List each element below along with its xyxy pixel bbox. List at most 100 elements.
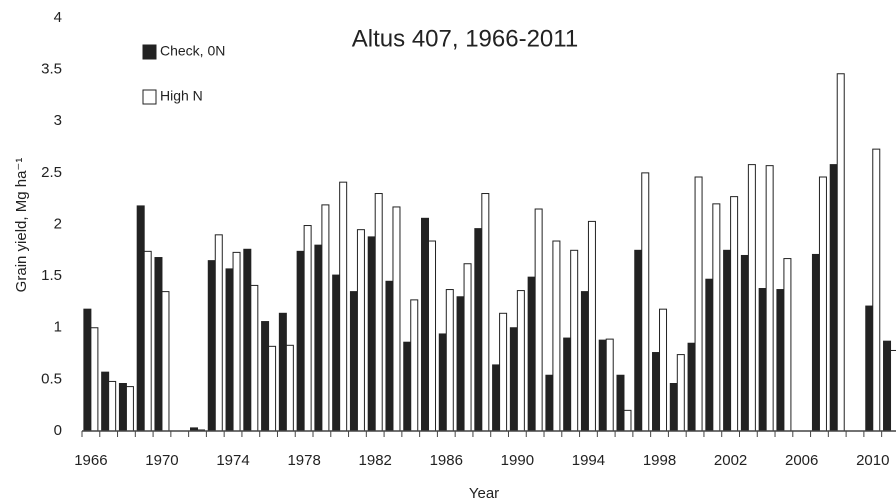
- bar: [765, 165, 774, 432]
- bar: [783, 258, 792, 432]
- bar: [730, 196, 739, 432]
- bar: [207, 260, 216, 432]
- bar: [332, 274, 341, 432]
- legend-label: Check, 0N: [160, 43, 225, 59]
- bar: [285, 344, 294, 432]
- bar: [872, 148, 881, 432]
- y-tick-label: 2.5: [41, 164, 62, 181]
- x-tick-label: 2002: [714, 452, 747, 469]
- bar: [421, 217, 430, 432]
- bar: [811, 253, 820, 432]
- bar: [321, 204, 330, 432]
- x-tick-label: 1970: [145, 452, 178, 469]
- x-tick-label: 1974: [216, 452, 249, 469]
- bar: [410, 299, 419, 432]
- bar: [687, 342, 696, 432]
- bar: [250, 284, 259, 432]
- bar: [154, 257, 163, 432]
- bar: [243, 248, 252, 432]
- bar: [829, 164, 838, 432]
- bar: [356, 229, 365, 432]
- y-tick-label: 2: [54, 215, 62, 232]
- y-tick-label: 3: [54, 112, 62, 129]
- x-tick-label: 2006: [785, 452, 818, 469]
- bar: [712, 203, 721, 432]
- bar: [740, 254, 749, 432]
- bar: [598, 339, 607, 432]
- bar: [438, 333, 447, 432]
- bar: [580, 291, 589, 432]
- legend-swatch: [142, 44, 157, 60]
- bar: [474, 228, 483, 432]
- chart-title: Altus 407, 1966-2011: [352, 25, 578, 52]
- bar: [634, 249, 643, 432]
- bar: [605, 338, 614, 432]
- bar: [758, 288, 767, 432]
- bar: [90, 327, 99, 432]
- y-tick-label: 4: [54, 9, 62, 26]
- bar: [83, 308, 92, 432]
- x-tick-label: 1978: [287, 452, 320, 469]
- x-tick-label: 1986: [430, 452, 463, 469]
- bar: [392, 206, 401, 432]
- bar: [545, 374, 554, 432]
- bar: [136, 205, 145, 432]
- bar: [125, 386, 134, 432]
- bar: [705, 278, 714, 432]
- bar: [385, 280, 394, 432]
- bar: [534, 208, 543, 432]
- x-tick-label: 1966: [74, 452, 107, 469]
- bar: [623, 409, 632, 432]
- bar: [339, 181, 348, 432]
- bar: [676, 354, 685, 432]
- bar: [883, 340, 892, 432]
- y-tick-label: 1: [54, 319, 62, 336]
- x-axis-label: Year: [469, 485, 499, 502]
- x-tick-label: 1998: [643, 452, 676, 469]
- x-tick-label: 1994: [572, 452, 605, 469]
- bar: [669, 383, 678, 432]
- bar: [527, 276, 536, 432]
- bar: [161, 291, 170, 432]
- bar: [101, 371, 110, 432]
- bar: [118, 383, 127, 432]
- bar: [616, 374, 625, 432]
- bar: [563, 337, 572, 432]
- x-tick-label: 2010: [856, 452, 889, 469]
- bar: [296, 250, 305, 432]
- bar: [225, 268, 234, 432]
- bar: [552, 240, 561, 432]
- bar: [659, 308, 668, 432]
- bar: [278, 312, 287, 432]
- bar: [214, 234, 223, 432]
- bar: [108, 380, 117, 432]
- bar: [232, 251, 241, 432]
- bar: [445, 289, 454, 432]
- bar: [268, 345, 277, 432]
- bar: [403, 341, 412, 432]
- bar: [492, 364, 501, 432]
- bar: [261, 321, 270, 432]
- y-tick-label: 1.5: [41, 267, 62, 284]
- bar: [652, 352, 661, 432]
- bar: [890, 349, 896, 432]
- bar: [570, 249, 579, 432]
- bar: [836, 73, 845, 432]
- y-tick-label: 0.5: [41, 370, 62, 387]
- bar: [641, 172, 650, 432]
- bar: [509, 327, 518, 432]
- bar: [747, 164, 756, 432]
- bar: [481, 193, 490, 432]
- bar: [456, 296, 465, 432]
- y-tick-label: 0: [54, 422, 62, 439]
- bar: [367, 236, 376, 432]
- y-tick-label: 3.5: [41, 61, 62, 78]
- bar: [587, 220, 596, 432]
- x-tick-label: 1982: [359, 452, 392, 469]
- bar: [818, 176, 827, 432]
- bar: [428, 240, 437, 432]
- bar: [694, 176, 703, 432]
- bar: [865, 305, 874, 432]
- bar: [303, 225, 312, 432]
